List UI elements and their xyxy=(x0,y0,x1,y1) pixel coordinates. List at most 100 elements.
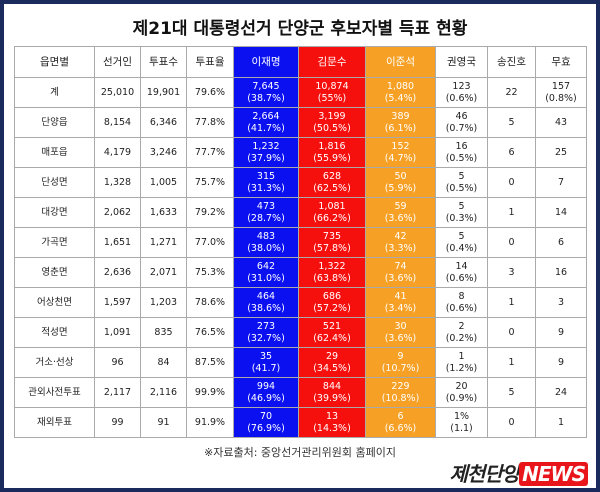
table-cell: 9 xyxy=(535,347,587,378)
cell-line: (14.3%) xyxy=(313,422,351,434)
table-row: 계 25,010 19,901 79.6% 7,645 (38.7%) 10,874 (55%… xyxy=(14,77,587,108)
cell-line: (32.7%) xyxy=(247,332,285,344)
table-cell: 42 (3.3%) xyxy=(365,227,436,258)
cell-line: 8 xyxy=(458,290,465,302)
header-cell: 무효 xyxy=(535,46,587,78)
table-cell: 2,116 xyxy=(140,377,187,408)
table-cell: 6 (6.6%) xyxy=(365,407,436,438)
table-cell: 273 (32.7%) xyxy=(233,317,299,348)
cell-line: 994 xyxy=(256,380,276,392)
table-cell: 96 xyxy=(94,347,141,378)
table-cell: 16 (0.5%) xyxy=(435,137,488,168)
table-cell: 계 xyxy=(14,77,95,108)
table-cell: 1,597 xyxy=(94,287,141,318)
table-cell: 1,080 (5.4%) xyxy=(365,77,436,108)
cell-line: (3.4%) xyxy=(384,302,417,314)
table-cell: 77.0% xyxy=(186,227,234,258)
cell-line: 686 xyxy=(322,290,342,302)
table-cell: 79.6% xyxy=(186,77,234,108)
table-cell: 5 (0.4%) xyxy=(435,227,488,258)
cell-line: 389 xyxy=(391,110,410,122)
table-cell: 1 xyxy=(487,197,536,228)
table-row: 재외투표 99 91 91.9% 70 (76.9%) 13 (14.3%) 6 (6.6%) 1%… xyxy=(14,407,587,438)
cell-line: (6.1%) xyxy=(384,122,417,134)
cell-line: 5 xyxy=(458,170,465,182)
cell-line: 1% xyxy=(453,410,470,422)
table-cell: 77.8% xyxy=(186,107,234,138)
header-cell: 송진호 xyxy=(487,46,536,78)
header-cell: 이준석 xyxy=(365,46,436,78)
table-row: 영춘면 2,636 2,071 75.3% 642 (31.0%) 1,322 (63.8%)… xyxy=(14,257,587,288)
table-cell: 79.2% xyxy=(186,197,234,228)
table-cell: 25 xyxy=(535,137,587,168)
table-cell: 19,901 xyxy=(140,77,187,108)
table-cell: 5 (0.3%) xyxy=(435,197,488,228)
cell-line: (10.7%) xyxy=(381,362,420,374)
table-cell: 91.9% xyxy=(186,407,234,438)
cell-line: 3,199 xyxy=(318,110,346,122)
table-cell: 2,117 xyxy=(94,377,141,408)
cell-line: 70 xyxy=(259,410,273,422)
logo-news: NEWS xyxy=(519,462,588,486)
table-cell: 315 (31.3%) xyxy=(233,167,299,198)
header-cell: 선거인 xyxy=(94,46,141,78)
title: 제21대 대통령선거 단양군 후보자별 득표 현황 xyxy=(132,19,468,39)
table-cell: 1,651 xyxy=(94,227,141,258)
table-cell: 29 (34.5%) xyxy=(298,347,366,378)
table-cell: 영춘면 xyxy=(14,257,95,288)
cell-line: (5.9%) xyxy=(384,182,417,194)
cell-line: (0.2%) xyxy=(445,332,478,344)
cell-line: (3.6%) xyxy=(384,272,417,284)
table-cell: 6,346 xyxy=(140,107,187,138)
cell-line: 1,816 xyxy=(318,140,346,152)
cell-line: (57.2%) xyxy=(313,302,351,314)
cell-line: (38.6%) xyxy=(247,302,285,314)
cell-line: (62.4%) xyxy=(313,332,351,344)
table-cell: 76.5% xyxy=(186,317,234,348)
cell-line: (55.9%) xyxy=(313,152,351,164)
table-cell: 관외사전투표 xyxy=(14,377,95,408)
cell-line: (28.7%) xyxy=(247,212,285,224)
cell-line: (0.9%) xyxy=(445,392,478,404)
table-cell: 1,091 xyxy=(94,317,141,348)
table-cell: 1,005 xyxy=(140,167,187,198)
table-cell: 13 (14.3%) xyxy=(298,407,366,438)
table-cell: 835 xyxy=(140,317,187,348)
table-cell: 46 (0.7%) xyxy=(435,107,488,138)
cell-line: 229 xyxy=(391,380,410,392)
cell-line: 9 xyxy=(397,350,404,362)
logo: 제천단양 NEWS xyxy=(450,458,588,487)
table-cell: 대강면 xyxy=(14,197,95,228)
table-cell: 20 (0.9%) xyxy=(435,377,488,408)
table-cell: 1 xyxy=(487,287,536,318)
table-cell: 473 (28.7%) xyxy=(233,197,299,228)
cell-line: 5 xyxy=(458,230,465,242)
cell-line: (0.4%) xyxy=(445,242,478,254)
table-cell: 2,062 xyxy=(94,197,141,228)
cell-line: 1 xyxy=(458,350,465,362)
table-cell: 43 xyxy=(535,107,587,138)
table-cell: 1,203 xyxy=(140,287,187,318)
table-cell: 14 xyxy=(535,197,587,228)
table-cell: 2,664 (41.7%) xyxy=(233,107,299,138)
table-body: 계 25,010 19,901 79.6% 7,645 (38.7%) 10,874 (55%… xyxy=(14,77,587,438)
cell-line: 521 xyxy=(322,320,342,332)
table-cell: 9 xyxy=(535,317,587,348)
cell-line: 20 xyxy=(455,380,468,392)
cell-line: 7,645 xyxy=(252,80,280,92)
table-cell: 6 xyxy=(535,227,587,258)
cell-line: 46 xyxy=(455,110,468,122)
table-cell: 6 xyxy=(487,137,536,168)
header-cell: 권영국 xyxy=(435,46,488,78)
cell-line: (37.9%) xyxy=(247,152,285,164)
header-cell: 투표수 xyxy=(140,46,187,78)
table-cell: 8,154 xyxy=(94,107,141,138)
cell-line: 16 xyxy=(455,140,468,152)
cell-line: 35 xyxy=(259,350,273,362)
table-cell: 30 (3.6%) xyxy=(365,317,436,348)
table-cell: 1 (1.2%) xyxy=(435,347,488,378)
cell-line: 50 xyxy=(394,170,407,182)
cell-line: 273 xyxy=(256,320,276,332)
cell-line: 152 xyxy=(391,140,410,152)
table-cell: 4,179 xyxy=(94,137,141,168)
